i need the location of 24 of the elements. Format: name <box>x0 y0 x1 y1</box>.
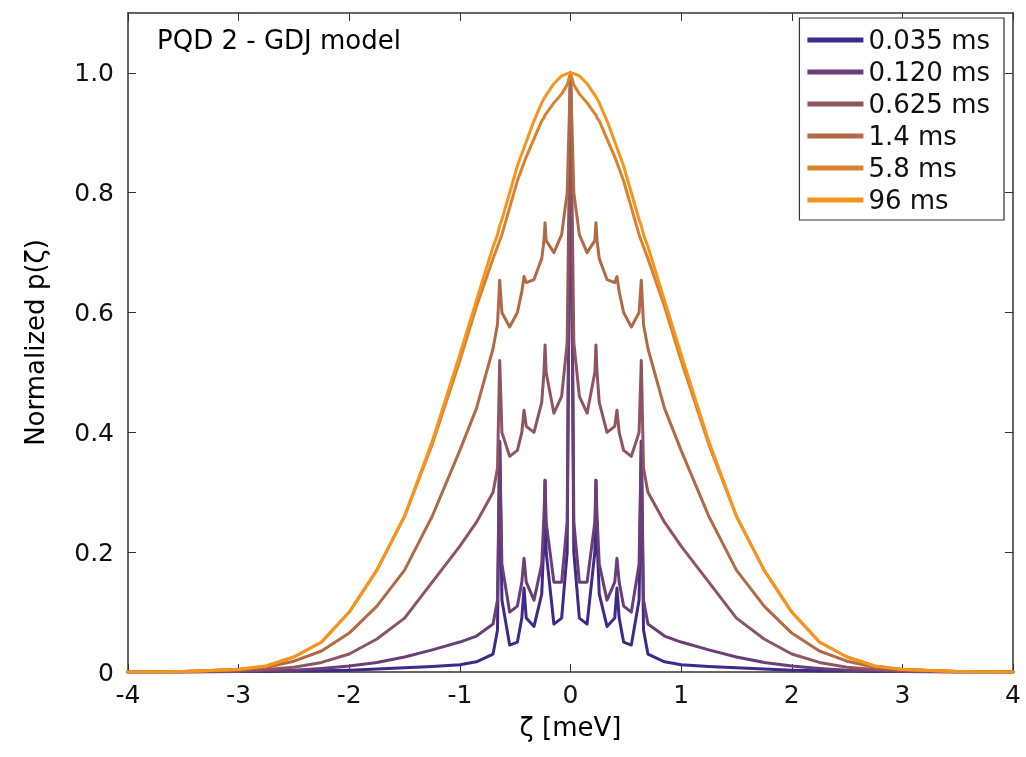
y-axis-title: Normalized p(ζ) <box>20 239 50 446</box>
x-tick-label: 2 <box>783 680 800 709</box>
legend-label: 1.4 ms <box>868 121 957 151</box>
legend-label: 0.120 ms <box>868 57 991 87</box>
y-tick-label: 0.2 <box>74 537 114 567</box>
legend-label: 0.035 ms <box>868 25 991 55</box>
y-tick-label: 0 <box>98 657 114 687</box>
x-tick-label: -2 <box>336 680 362 709</box>
y-tick-label: 0.8 <box>74 178 114 208</box>
x-tick-label: -3 <box>226 680 252 709</box>
x-axis-title: ζ [meV] <box>519 712 622 742</box>
legend-label: 0.625 ms <box>868 89 991 119</box>
y-tick-label: 1.0 <box>74 58 114 88</box>
y-tick-label: 0.4 <box>74 417 114 447</box>
x-tick-label: 0 <box>562 680 579 709</box>
x-tick-label: 3 <box>894 680 911 709</box>
text: PQD 2 - GDJ model <box>157 25 401 55</box>
x-tick-label: -4 <box>115 680 141 709</box>
y-tick-label: 0.6 <box>74 298 114 328</box>
x-tick-label: -1 <box>447 680 473 709</box>
x-tick-label: 1 <box>673 680 690 709</box>
legend-label: 96 ms <box>868 185 949 215</box>
x-tick-label: 4 <box>1005 680 1021 709</box>
legend-label: 5.8 ms <box>868 153 957 183</box>
